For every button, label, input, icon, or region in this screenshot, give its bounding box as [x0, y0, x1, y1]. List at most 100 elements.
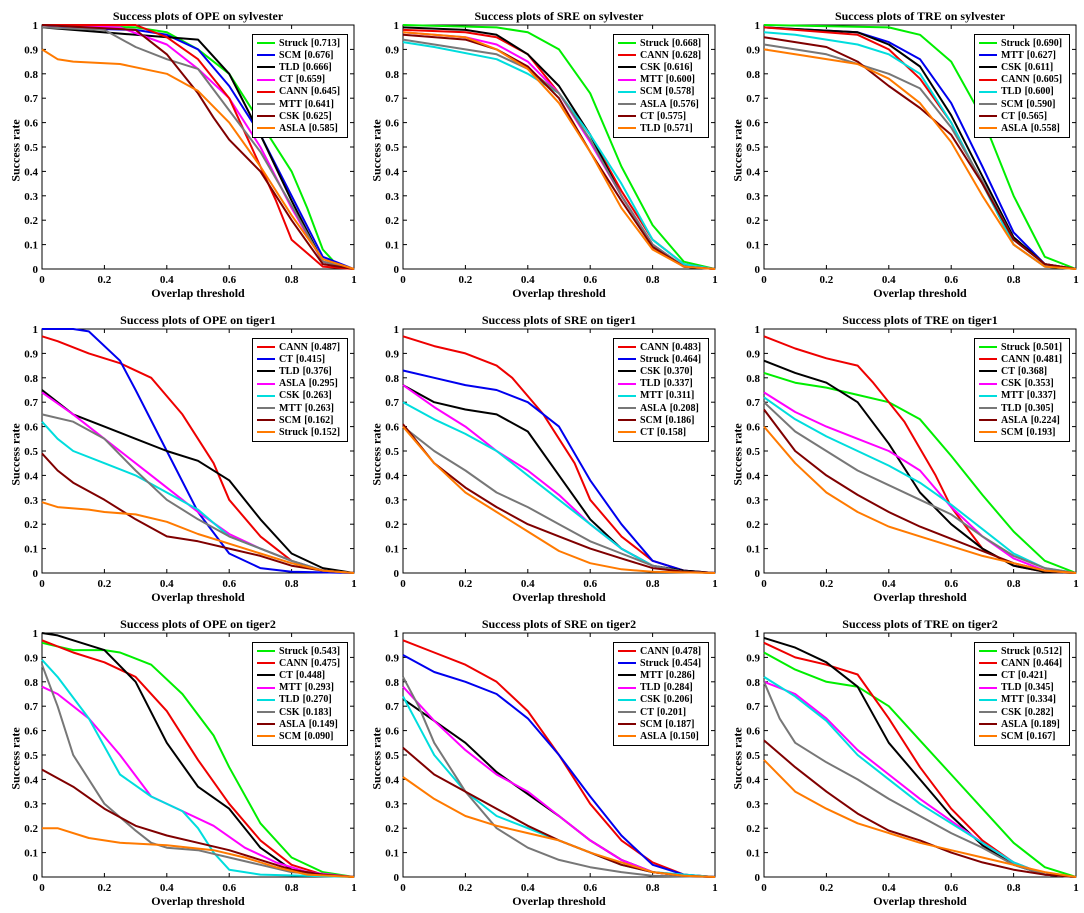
y-tick-label: 0.1 [746, 240, 760, 252]
y-tick-label: 0.6 [746, 726, 760, 738]
legend-entry: ASLA [0.150] [618, 730, 705, 742]
legend-entry: Struck [0.713] [257, 37, 344, 49]
series-line-asla [402, 425, 716, 574]
legend-series-name: CSK [640, 694, 661, 706]
x-tick-label: 1 [351, 274, 357, 286]
legend-series-name: SCM [1001, 730, 1024, 742]
legend-swatch [979, 103, 997, 106]
legend-entry: CT [0.421] [979, 669, 1066, 681]
y-tick-label: 0.9 [24, 348, 38, 360]
legend-series-name: TLD [279, 365, 300, 377]
legend-series-name: TLD [1001, 86, 1022, 98]
series-line-scm [41, 452, 355, 574]
legend-series-score: [0.167] [1026, 730, 1056, 742]
y-tick-label: 0.9 [385, 652, 399, 664]
y-tick-label: 0.5 [24, 446, 38, 458]
legend-swatch [618, 54, 636, 57]
legend-series-score: [0.368] [1017, 365, 1048, 377]
plot-area: 0 0.1 0.2 0.3 0.4 0.5 0.6 0.7 0.8 0.9 1 0 0.2 0.4 0.6 0… [746, 628, 1079, 894]
y-tick-label: 0.8 [24, 373, 38, 385]
legend-swatch [618, 66, 636, 69]
x-tick-label: 0.2 [820, 578, 834, 590]
y-tick-label: 0.6 [385, 726, 399, 738]
y-tick-label: 0.8 [385, 677, 399, 689]
series-line-scm [402, 41, 716, 270]
legend-series-score: [0.627] [1026, 49, 1056, 61]
legend-entry: MTT [0.334] [979, 694, 1066, 706]
legend-swatch [257, 346, 275, 349]
legend-series-score: [0.565] [1017, 110, 1048, 122]
legend-swatch [257, 650, 275, 653]
x-tick-label: 0 [761, 882, 767, 894]
x-axis-label: Overlap threshold [512, 894, 606, 908]
legend-series-name: Struck [1001, 341, 1030, 353]
legend-entry: SCM [0.193] [979, 426, 1066, 438]
legend-series-score: [0.600] [1024, 86, 1054, 98]
x-tick-label: 0.4 [160, 882, 174, 894]
legend-entry: MTT [0.627] [979, 49, 1066, 61]
legend-series-name: MTT [640, 669, 663, 681]
x-tick-label: 0.8 [646, 274, 660, 286]
y-tick-label: 0.2 [746, 215, 760, 227]
legend-entry: ASLA [0.149] [257, 718, 344, 730]
y-tick-label: 0.8 [746, 677, 760, 689]
legend-series-score: [0.201] [656, 706, 687, 718]
x-tick-label: 0 [761, 274, 767, 286]
y-tick-label: 0.1 [385, 240, 399, 252]
legend: Struck [0.501] CANN [0.481] CT [0.368] CSK [0.3… [974, 338, 1070, 442]
x-tick-label: 0.2 [820, 882, 834, 894]
legend-series-score: [0.645] [310, 86, 341, 98]
legend-series-name: CANN [279, 657, 308, 669]
legend-swatch [257, 54, 275, 57]
legend-swatch [257, 723, 275, 726]
y-tick-label: 0.9 [24, 44, 38, 56]
legend-series-name: CSK [640, 365, 661, 377]
legend-entry: CANN [0.605] [979, 74, 1066, 86]
legend-entry: Struck [0.464] [618, 353, 705, 365]
x-axis-label: Overlap threshold [151, 286, 245, 300]
y-tick-label: 0.6 [746, 422, 760, 434]
legend-swatch [979, 735, 997, 738]
legend-series-score: [0.481] [1032, 353, 1063, 365]
legend-series-score: [0.193] [1026, 426, 1056, 438]
legend-swatch [979, 431, 997, 434]
legend-series-name: CANN [1001, 74, 1030, 86]
legend-swatch [257, 394, 275, 397]
y-tick-label: 0.3 [24, 495, 38, 507]
y-tick-label: 0.1 [746, 544, 760, 556]
legend-entry: CANN [0.481] [979, 353, 1066, 365]
legend-swatch [257, 686, 275, 689]
legend-entry: SCM [0.090] [257, 730, 344, 742]
x-tick-label: 0.6 [222, 274, 236, 286]
series-line-tld [763, 401, 1077, 574]
y-axis-label: Success rate [8, 423, 23, 486]
legend-series-score: [0.334] [1026, 694, 1056, 706]
x-tick-label: 0.2 [98, 882, 112, 894]
legend-series-name: CSK [279, 390, 300, 402]
legend-swatch [618, 103, 636, 106]
legend-swatch [257, 407, 275, 410]
y-axis-label: Success rate [730, 727, 745, 790]
legend-swatch [979, 78, 997, 81]
y-tick-label: 0.5 [746, 446, 760, 458]
legend-series-score: [0.295] [308, 378, 338, 390]
y-tick-label: 0.5 [24, 142, 38, 154]
legend-swatch [979, 650, 997, 653]
y-tick-label: 0.9 [24, 652, 38, 664]
x-tick-label: 1 [351, 882, 357, 894]
legend-entry: MTT [0.337] [979, 390, 1066, 402]
y-tick-label: 0.5 [746, 142, 760, 154]
y-tick-label: 0.2 [24, 823, 38, 835]
y-tick-label: 0.1 [24, 848, 38, 860]
y-tick-label: 0.1 [385, 848, 399, 860]
legend-series-score: [0.311] [665, 390, 695, 402]
legend-entry: CANN [0.487] [257, 341, 344, 353]
legend-entry: CSK [0.611] [979, 61, 1066, 73]
legend-series-score: [0.152] [310, 426, 341, 438]
series-line-asla [41, 48, 355, 270]
legend-series-name: CSK [640, 61, 661, 73]
y-tick-label: 0.3 [746, 799, 760, 811]
series-line-asla [402, 776, 716, 878]
legend-series-name: Struck [1001, 645, 1030, 657]
legend-swatch [979, 90, 997, 93]
